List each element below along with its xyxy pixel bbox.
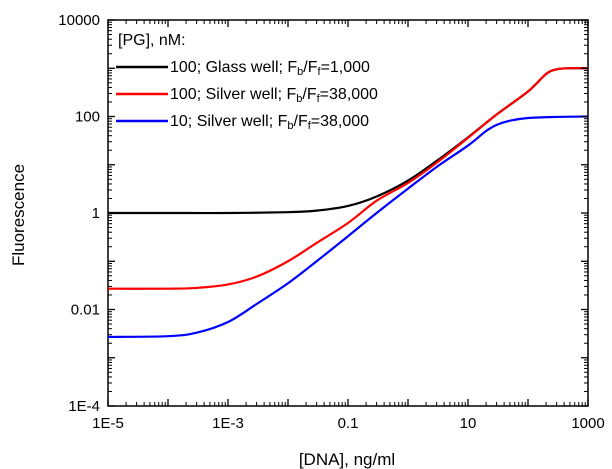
y-tick-label: 1E-4 [68,398,100,415]
legend-title: [PG], nM: [118,32,186,49]
legend-entry-2: 100; Silver well; Fb/Ff=38,000 [170,86,378,105]
series-line-3 [107,115,589,339]
x-axis-label: [DNA], ng/ml [299,450,395,469]
axes: 1E-5 1E-3 0.1 10 1000 1E-4 0.01 1 100 10000 [58,12,604,432]
x-tick-label: 1E-3 [212,415,244,432]
x-tick-label: 1000 [571,415,604,432]
legend-entry-3: 10; Silver well; Fb/Ff=38,000 [170,113,369,132]
legend-entry-1: 100; Glass well; Fb/Ff=1,000 [170,59,370,78]
series-lines [107,67,589,339]
y-tick-label: 10000 [58,12,100,29]
x-tick-label: 0.1 [338,415,359,432]
legend: [PG], nM: 100; Glass well; Fb/Ff=1,000 100… [116,32,378,132]
x-tick-label: 1E-5 [92,415,124,432]
y-tick-label: 0.01 [71,302,100,319]
y-tick-label: 1 [92,205,100,222]
y-tick-label: 100 [75,109,100,126]
series-line-2 [107,67,589,290]
x-tick-label: 10 [460,415,477,432]
y-axis-label: Fluorescence [9,164,28,266]
